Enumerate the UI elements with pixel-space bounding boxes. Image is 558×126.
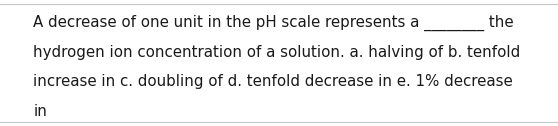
Text: in: in: [33, 104, 47, 119]
Text: hydrogen ion concentration of a solution. a. halving of b. tenfold: hydrogen ion concentration of a solution…: [33, 45, 521, 60]
Text: increase in c. doubling of d. tenfold decrease in e. 1% decrease: increase in c. doubling of d. tenfold de…: [33, 74, 513, 89]
Text: A decrease of one unit in the pH scale represents a ________ the: A decrease of one unit in the pH scale r…: [33, 15, 514, 31]
